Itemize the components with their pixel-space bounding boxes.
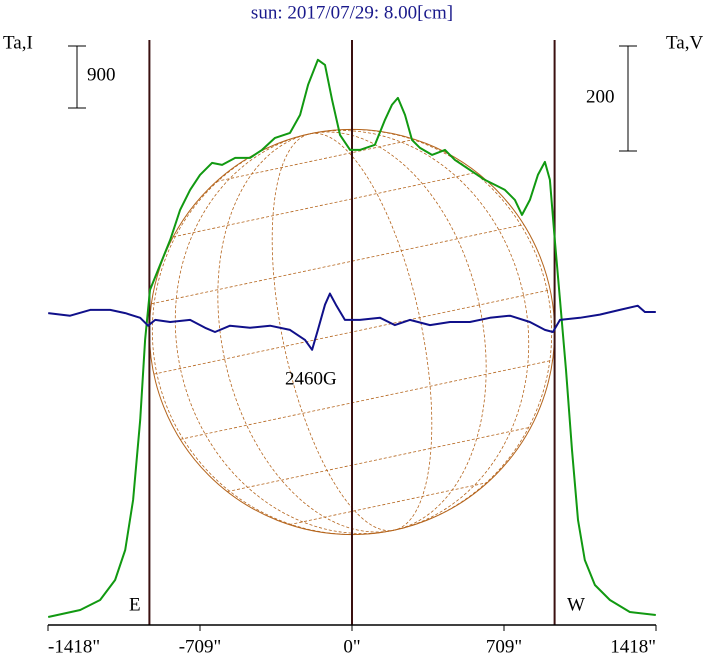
y2-axis-label: Ta,V xyxy=(666,32,703,53)
series-line xyxy=(47,58,656,618)
x-tick-label: 709" xyxy=(486,636,522,657)
parallel xyxy=(173,171,477,238)
x-tick-label: 0" xyxy=(343,636,360,657)
chart-title: sun: 2017/07/29: 8.00[cm] xyxy=(251,2,453,23)
series-line xyxy=(48,292,656,351)
field-annotation: 2460G xyxy=(285,368,337,389)
parallel xyxy=(289,482,488,526)
west-label: W xyxy=(567,594,585,615)
parallel xyxy=(151,224,524,305)
parallel xyxy=(216,138,415,182)
x-tick-label: -709" xyxy=(179,636,222,657)
east-label: E xyxy=(129,594,141,615)
parallel xyxy=(180,359,553,440)
parallel xyxy=(227,426,531,493)
x-tick-label: -1418" xyxy=(48,636,100,657)
scale-label: 200 xyxy=(586,86,615,107)
y-axis-label: Ta,I xyxy=(3,32,33,53)
scale-label: 900 xyxy=(87,64,116,85)
x-tick-label: 1418" xyxy=(610,636,656,657)
